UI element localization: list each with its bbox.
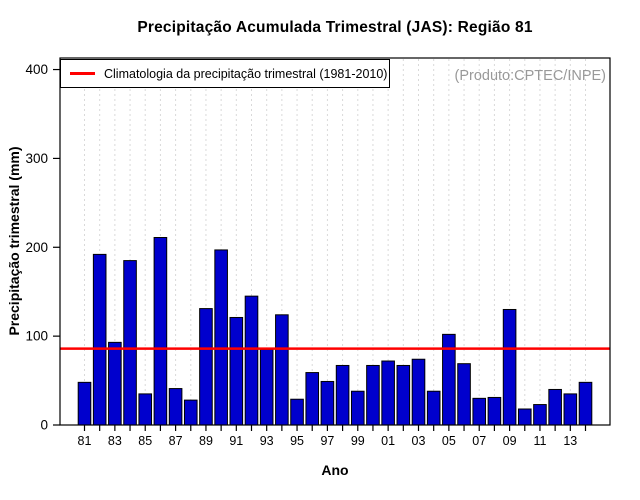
chart-title: Precipitação Acumulada Trimestral (JAS):… — [137, 19, 533, 36]
x-tick-label: 99 — [351, 434, 365, 448]
x-tick-label: 07 — [472, 434, 486, 448]
bar-01 — [381, 360, 395, 426]
x-tick-label: 93 — [260, 434, 274, 448]
x-tick-label: 85 — [138, 434, 152, 448]
x-axis-label: Ano — [321, 462, 349, 478]
x-tick-label: 01 — [381, 434, 395, 448]
y-tick-label: 200 — [25, 240, 48, 255]
legend-line-sample-icon — [70, 72, 95, 75]
x-tick-label: 09 — [503, 434, 517, 448]
bar-09 — [502, 308, 517, 426]
bar-00 — [366, 364, 380, 426]
bar-11 — [533, 404, 547, 426]
bar-95 — [290, 398, 304, 426]
y-tick-label: 300 — [25, 151, 48, 166]
bar-90 — [214, 249, 228, 426]
bar-14 — [578, 381, 593, 426]
bar-04 — [426, 390, 441, 426]
x-tick-label: 91 — [229, 434, 243, 448]
bar-10 — [517, 408, 532, 426]
bar-88 — [183, 399, 198, 426]
x-tick-label: 11 — [533, 434, 546, 448]
y-tick-label: 0 — [40, 418, 48, 433]
bar-98 — [335, 364, 350, 426]
bar-89 — [199, 308, 213, 426]
x-tick-label: 83 — [108, 434, 122, 448]
bar-07 — [472, 397, 487, 426]
x-tick-label: 05 — [442, 434, 456, 448]
bar-85 — [138, 393, 153, 426]
bar-93 — [259, 348, 274, 426]
bar-06 — [457, 363, 471, 426]
bar-84 — [123, 260, 137, 426]
bar-02 — [396, 364, 411, 426]
bar-97 — [320, 380, 335, 426]
bar-99 — [350, 390, 365, 426]
bar-96 — [305, 372, 320, 426]
legend: Climatologia da precipitação trimestral … — [60, 59, 390, 88]
y-tick-label: 100 — [25, 329, 48, 344]
bar-08 — [487, 396, 502, 426]
x-tick-label: 89 — [199, 434, 213, 448]
bar-92 — [244, 295, 259, 426]
y-tick-label: 400 — [25, 62, 48, 77]
legend-label: Climatologia da precipitação trimestral … — [104, 66, 388, 81]
bar-86 — [153, 237, 168, 426]
x-tick-label: 87 — [169, 434, 183, 448]
bar-91 — [229, 316, 244, 426]
x-tick-label: 81 — [78, 434, 92, 448]
x-tick-label: 13 — [563, 434, 577, 448]
bar-03 — [411, 358, 426, 426]
bar-87 — [168, 388, 183, 426]
x-tick-label: 95 — [290, 434, 304, 448]
bar-13 — [563, 393, 578, 426]
bar-12 — [548, 388, 562, 426]
bar-81 — [77, 381, 92, 426]
bar-83 — [108, 341, 122, 426]
x-tick-label: 97 — [320, 434, 334, 448]
plot-border — [59, 57, 611, 426]
bar-94 — [275, 314, 289, 426]
bar-82 — [92, 253, 107, 426]
x-tick-label: 03 — [412, 434, 426, 448]
producer-annotation: (Produto:CPTEC/INPE) — [454, 68, 607, 84]
